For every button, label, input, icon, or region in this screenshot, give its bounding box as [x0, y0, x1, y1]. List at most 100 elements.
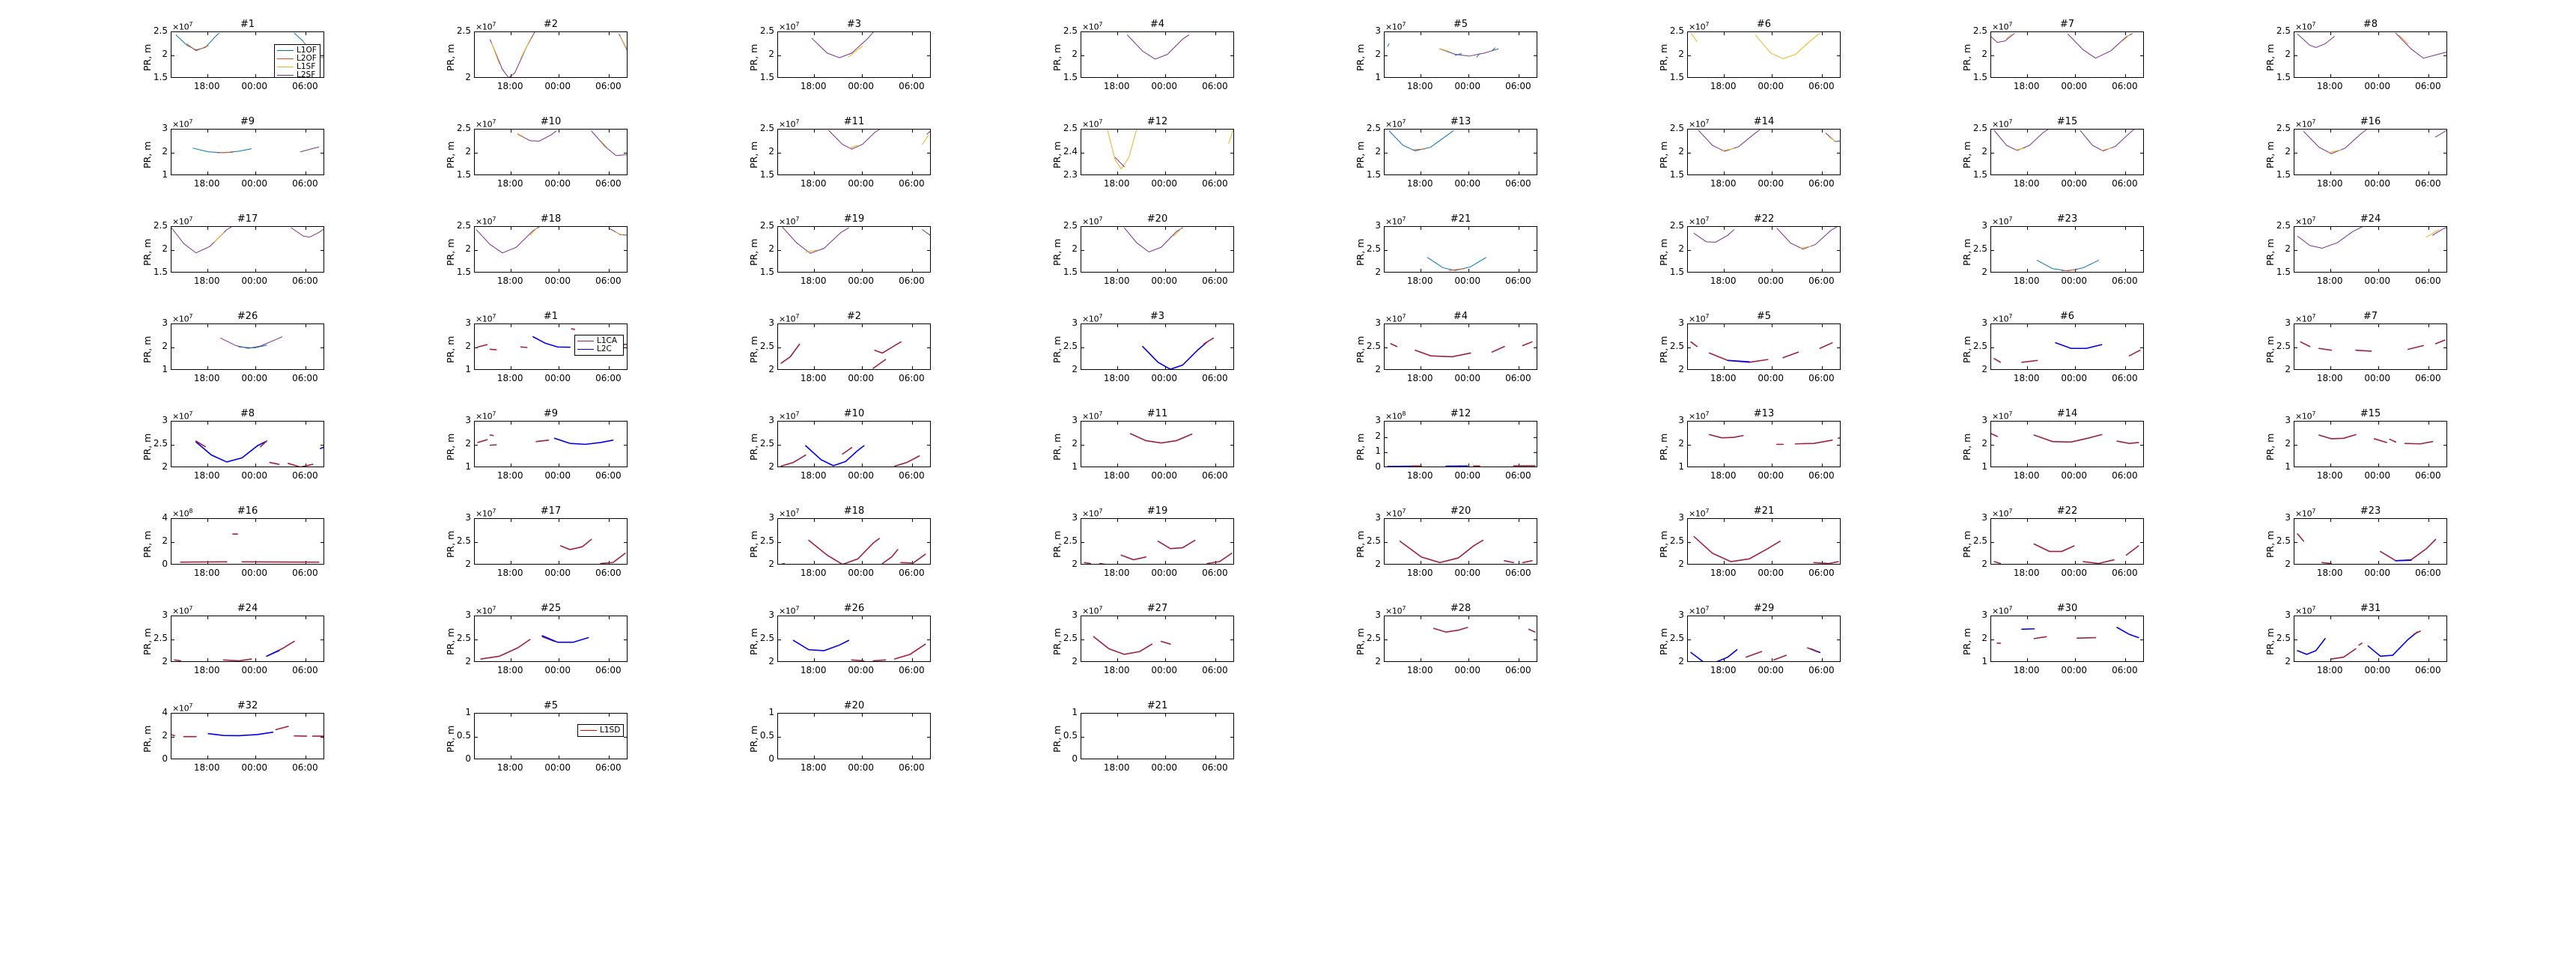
legend-glonass[interactable]: L1OF L2OF L1SF L2SF — [274, 44, 321, 77]
subplot-g10[interactable]: #10 ×107 PR, m 2 2.5 3 18:00 00:00 06:00 — [741, 404, 1045, 502]
subplot-g30[interactable]: #30 ×107 PR, m 1 2 3 18:00 00:00 06:00 — [1954, 599, 2258, 696]
subplot-g16[interactable]: #16 ×108 PR, m 0 2 4 18:00 00:00 06:00 — [135, 502, 438, 599]
subplot-p12[interactable]: #12 ×107 PR, m 2.3 2.4 2.5 18:00 00:00 06:00 — [1045, 112, 1348, 210]
axes-box[interactable] — [1990, 31, 2144, 78]
subplot-g27[interactable]: #27 ×107 PR, m 2 2.5 3 18:00 00:00 06:00 — [1045, 599, 1348, 696]
subplot-p20[interactable]: #20 ×107 PR, m 1.5 2 2.5 18:00 00:00 06:00 — [1045, 210, 1348, 307]
subplot-p7[interactable]: #7 ×107 PR, m 1.5 2 2.5 18:00 00:00 06:00 — [1954, 15, 2258, 112]
axes-box[interactable] — [1687, 323, 1841, 370]
subplot-p19[interactable]: #19 ×107 PR, m 1.5 2 2.5 18:00 00:00 06:00 — [741, 210, 1045, 307]
subplot-g24[interactable]: #24 ×107 PR, m 2 2.5 3 18:00 00:00 06:00 — [135, 599, 438, 696]
axes-box[interactable] — [171, 421, 324, 467]
axes-box[interactable] — [1687, 421, 1841, 467]
subplot-p1[interactable]: #1 ×107 PR, m 1.5 2 2.5 18:00 00:00 06:00 L1OF L2O… — [135, 15, 438, 112]
subplot-p21[interactable]: #21 ×107 PR, m 2 2.5 3 18:00 00:00 06:00 — [1348, 210, 1651, 307]
legend-sbas[interactable]: L1SD — [577, 724, 624, 737]
subplot-g2[interactable]: #2 ×107 PR, m 2 2.5 3 18:00 00:00 06:00 — [741, 307, 1045, 404]
subplot-g29[interactable]: #29 ×107 PR, m 2 2.5 3 18:00 00:00 06:00 — [1651, 599, 1954, 696]
axes-box[interactable] — [1384, 518, 1537, 565]
subplot-g15[interactable]: #15 ×107 PR, m 1 2 3 18:00 00:00 06:00 — [2258, 404, 2561, 502]
axes-box[interactable] — [1081, 129, 1234, 175]
axes-box[interactable] — [1384, 226, 1537, 273]
axes-box[interactable] — [1687, 518, 1841, 565]
subplot-p18[interactable]: #18 ×107 PR, m 1.5 2 2.5 18:00 00:00 06:00 — [438, 210, 741, 307]
subplot-s21[interactable]: #21 PR, m 0 0.5 1 18:00 00:00 06:00 — [1045, 696, 1348, 794]
axes-box[interactable] — [171, 518, 324, 565]
axes-box[interactable] — [1990, 323, 2144, 370]
legend-gps[interactable]: L1CA L2C — [574, 335, 624, 356]
axes-box[interactable] — [171, 129, 324, 175]
axes-box[interactable] — [171, 226, 324, 273]
subplot-g20[interactable]: #20 ×107 PR, m 2 2.5 3 18:00 00:00 06:00 — [1348, 502, 1651, 599]
axes-box[interactable] — [777, 518, 931, 565]
subplot-p23[interactable]: #23 ×107 PR, m 2 2.5 3 18:00 00:00 06:00 — [1954, 210, 2258, 307]
subplot-g28[interactable]: #28 ×107 PR, m 2 2.5 3 18:00 00:00 06:00 — [1348, 599, 1651, 696]
axes-box[interactable] — [1990, 518, 2144, 565]
axes-box[interactable] — [1687, 616, 1841, 662]
axes-box[interactable] — [474, 616, 628, 662]
axes-box[interactable] — [2294, 226, 2447, 273]
axes-box[interactable] — [1687, 31, 1841, 78]
subplot-g7[interactable]: #7 ×107 PR, m 2 2.5 3 18:00 00:00 06:00 — [2258, 307, 2561, 404]
subplot-p13[interactable]: #13 ×107 PR, m 1.5 2 2.5 18:00 00:00 06:00 — [1348, 112, 1651, 210]
axes-box[interactable] — [1081, 518, 1234, 565]
subplot-p24[interactable]: #24 ×107 PR, m 1.5 2 2.5 18:00 00:00 06:00 — [2258, 210, 2561, 307]
axes-box[interactable] — [171, 323, 324, 370]
axes-box[interactable] — [474, 31, 628, 78]
axes-box[interactable] — [1990, 129, 2144, 175]
subplot-p6[interactable]: #6 ×107 PR, m 1.5 2 2.5 18:00 00:00 06:00 — [1651, 15, 1954, 112]
axes-box[interactable] — [2294, 421, 2447, 467]
axes-box[interactable] — [1990, 616, 2144, 662]
subplot-p9[interactable]: #9 ×107 PR, m 1 2 3 18:00 00:00 06:00 — [135, 112, 438, 210]
axes-box[interactable] — [474, 518, 628, 565]
subplot-g32[interactable]: #32 ×107 PR, m 0 2 4 18:00 00:00 06:00 — [135, 696, 438, 794]
subplot-g4[interactable]: #4 ×107 PR, m 2 2.5 3 18:00 00:00 06:00 — [1348, 307, 1651, 404]
axes-box[interactable] — [1990, 226, 2144, 273]
subplot-g14[interactable]: #14 ×107 PR, m 1 2 3 18:00 00:00 06:00 — [1954, 404, 2258, 502]
subplot-p14[interactable]: #14 ×107 PR, m 1.5 2 2.5 18:00 00:00 06:00 — [1651, 112, 1954, 210]
subplot-g9[interactable]: #9 ×107 PR, m 1 2 3 18:00 00:00 06:00 — [438, 404, 741, 502]
subplot-g26[interactable]: #26 ×107 PR, m 2 2.5 3 18:00 00:00 06:00 — [741, 599, 1045, 696]
axes-box[interactable] — [2294, 31, 2447, 78]
subplot-s20[interactable]: #20 PR, m 0 0.5 1 18:00 00:00 06:00 — [741, 696, 1045, 794]
subplot-g19[interactable]: #19 ×107 PR, m 2 2.5 3 18:00 00:00 06:00 — [1045, 502, 1348, 599]
subplot-g22[interactable]: #22 ×107 PR, m 2 2.5 3 18:00 00:00 06:00 — [1954, 502, 2258, 599]
axes-box[interactable] — [1384, 421, 1537, 467]
axes-box[interactable] — [2294, 518, 2447, 565]
subplot-p16[interactable]: #16 ×107 PR, m 1.5 2 2.5 18:00 00:00 06:00 — [2258, 112, 2561, 210]
subplot-g31[interactable]: #31 ×107 PR, m 2 2.5 3 18:00 00:00 06:00 — [2258, 599, 2561, 696]
subplot-g25[interactable]: #25 ×107 PR, m 2 2.5 3 18:00 00:00 06:00 — [438, 599, 741, 696]
subplot-p15[interactable]: #15 ×107 PR, m 1.5 2 2.5 18:00 00:00 06:00 — [1954, 112, 2258, 210]
subplot-p22[interactable]: #22 ×107 PR, m 1.5 2 2.5 18:00 00:00 06:00 — [1651, 210, 1954, 307]
axes-box[interactable] — [474, 421, 628, 467]
axes-box[interactable] — [1687, 129, 1841, 175]
axes-box[interactable] — [474, 129, 628, 175]
axes-box[interactable] — [777, 323, 931, 370]
axes-box[interactable] — [1081, 323, 1234, 370]
subplot-g23[interactable]: #23 ×107 PR, m 2 2.5 3 18:00 00:00 06:00 — [2258, 502, 2561, 599]
axes-box[interactable] — [1384, 616, 1537, 662]
axes-box[interactable] — [1081, 226, 1234, 273]
axes-box[interactable] — [2294, 323, 2447, 370]
subplot-g18[interactable]: #18 ×107 PR, m 2 2.5 3 18:00 00:00 06:00 — [741, 502, 1045, 599]
subplot-g5[interactable]: #5 ×107 PR, m 2 2.5 3 18:00 00:00 06:00 — [1651, 307, 1954, 404]
subplot-g12[interactable]: #12 ×108 PR, m 0 1 2 3 18:00 00:00 06:00 — [1348, 404, 1651, 502]
subplot-g8[interactable]: #8 ×107 PR, m 2 2.5 3 18:00 00:00 06:00 — [135, 404, 438, 502]
axes-box[interactable] — [777, 421, 931, 467]
subplot-g21[interactable]: #21 ×107 PR, m 2 2.5 3 18:00 00:00 06:00 — [1651, 502, 1954, 599]
axes-box[interactable] — [1990, 421, 2144, 467]
axes-box[interactable] — [777, 226, 931, 273]
subplot-p17[interactable]: #17 ×107 PR, m 1.5 2 2.5 18:00 00:00 06:00 — [135, 210, 438, 307]
subplot-s5[interactable]: #5 PR, m 0 0.5 1 18:00 00:00 06:00 L1SD — [438, 696, 741, 794]
axes-box[interactable] — [2294, 129, 2447, 175]
axes-box[interactable] — [1081, 31, 1234, 78]
axes-box[interactable] — [171, 616, 324, 662]
axes-box[interactable] — [777, 713, 931, 759]
axes-box[interactable] — [1081, 713, 1234, 759]
subplot-p3[interactable]: #3 ×107 PR, m 1.5 2 2.5 18:00 00:00 06:00 — [741, 15, 1045, 112]
axes-box[interactable] — [777, 129, 931, 175]
subplot-g6[interactable]: #6 ×107 PR, m 2 2.5 3 18:00 00:00 06:00 — [1954, 307, 2258, 404]
subplot-g13[interactable]: #13 ×107 PR, m 1 2 3 18:00 00:00 06:00 — [1651, 404, 1954, 502]
subplot-p5[interactable]: #5 ×107 PR, m 1 2 3 18:00 00:00 06:00 — [1348, 15, 1651, 112]
subplot-p11[interactable]: #11 ×107 PR, m 1.5 2 2.5 18:00 00:00 06:00 — [741, 112, 1045, 210]
